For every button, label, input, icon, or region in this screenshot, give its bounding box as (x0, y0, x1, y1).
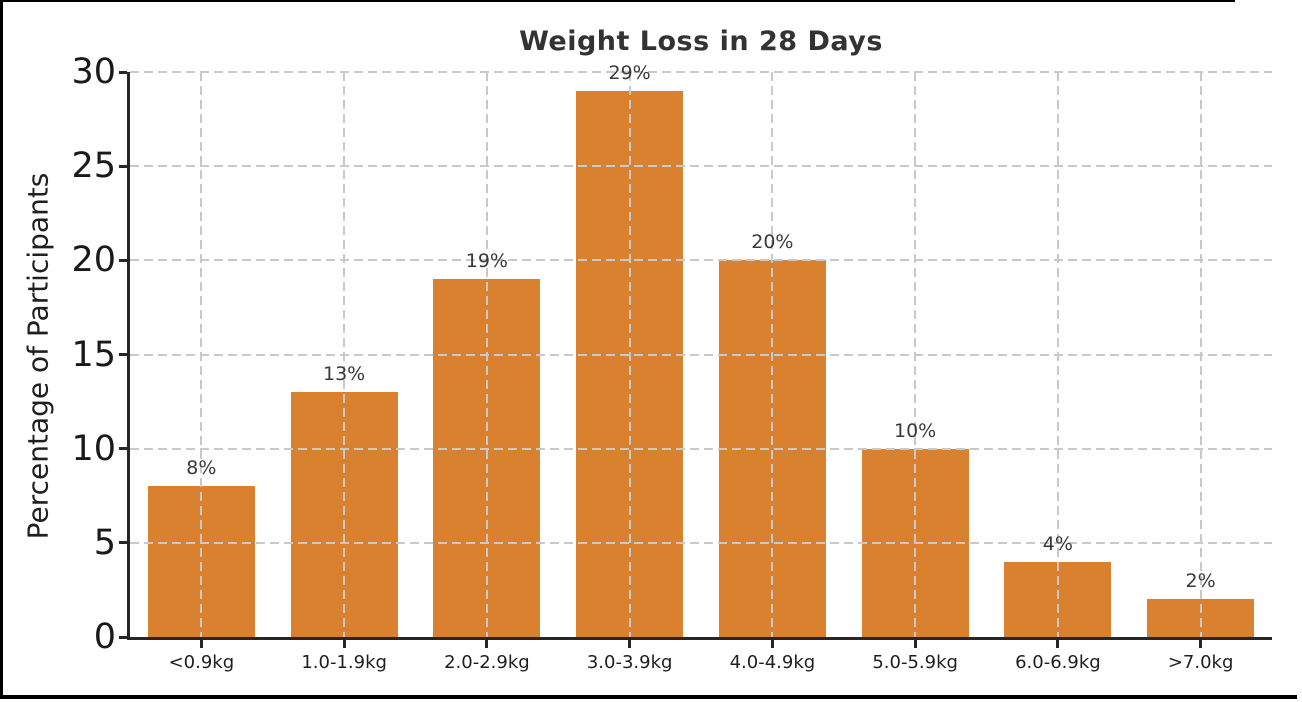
x-tick-label: >7.0kg (1167, 652, 1234, 673)
figure-border-left (0, 0, 3, 699)
y-tick-label: 10 (71, 428, 116, 469)
bar-value-label: 20% (751, 231, 794, 254)
bar-value-label: 2% (1185, 570, 1216, 593)
y-tick-mark (119, 353, 127, 356)
vertical-gridline (771, 72, 774, 637)
y-axis-spine (127, 72, 130, 640)
chart-title: Weight Loss in 28 Days (519, 26, 883, 57)
horizontal-gridline (130, 353, 1272, 356)
horizontal-gridline (130, 541, 1272, 544)
y-tick-mark (119, 541, 127, 545)
figure-border-bottom (0, 695, 1297, 699)
horizontal-gridline (130, 447, 1272, 450)
x-tick-mark (342, 640, 346, 648)
y-tick-label: 20 (71, 240, 116, 281)
vertical-gridline (1056, 72, 1059, 637)
y-tick-mark (119, 635, 127, 639)
bar-value-label: 4% (1042, 532, 1073, 555)
vertical-gridline (200, 72, 203, 637)
plot-area: 8% 13% 19% 29% 20% 10% 4% 2% (127, 62, 1272, 640)
bar-value-label: 10% (894, 419, 937, 442)
y-tick-mark (119, 258, 127, 262)
bar-value-label: 8% (186, 457, 217, 480)
y-tick-label: 30 (71, 52, 116, 92)
vertical-gridline (485, 72, 488, 637)
figure-border-top (0, 0, 1235, 2)
y-tick-mark (119, 164, 127, 168)
y-tick-mark (119, 70, 127, 74)
y-tick-label: 5 (93, 522, 116, 563)
x-tick-mark (485, 640, 489, 648)
x-tick-mark (913, 640, 917, 648)
x-tick-label: 5.0-5.9kg (872, 652, 958, 673)
x-tick-label: 6.0-6.9kg (1015, 652, 1101, 673)
x-tick-label: 4.0-4.9kg (729, 652, 816, 673)
y-tick-label: 15 (71, 334, 116, 375)
horizontal-gridline (130, 71, 1272, 73)
x-tick-mark (1199, 640, 1203, 648)
x-tick-label: <0.9kg (168, 652, 235, 673)
bar-value-label: 19% (465, 250, 508, 273)
x-tick-mark (199, 640, 203, 648)
y-tick-mark (119, 447, 127, 451)
x-tick-mark (1056, 640, 1060, 648)
x-tick-label: 3.0-3.9kg (586, 652, 673, 673)
x-tick-label: 2.0-2.9kg (444, 652, 530, 673)
vertical-gridline (628, 72, 631, 637)
x-tick-label: 1.0-1.9kg (301, 652, 387, 673)
x-axis-spine (127, 637, 1272, 640)
x-tick-mark (770, 640, 774, 648)
bar-value-label: 29% (608, 61, 651, 84)
bar-value-label: 13% (323, 363, 366, 386)
horizontal-gridline (130, 165, 1272, 168)
horizontal-gridline (130, 259, 1272, 262)
vertical-gridline (914, 72, 917, 637)
vertical-gridline (1199, 72, 1202, 637)
y-tick-label: 25 (71, 146, 116, 187)
y-tick-label: 0 (93, 617, 116, 657)
x-tick-mark (628, 640, 632, 648)
vertical-gridline (343, 72, 346, 637)
